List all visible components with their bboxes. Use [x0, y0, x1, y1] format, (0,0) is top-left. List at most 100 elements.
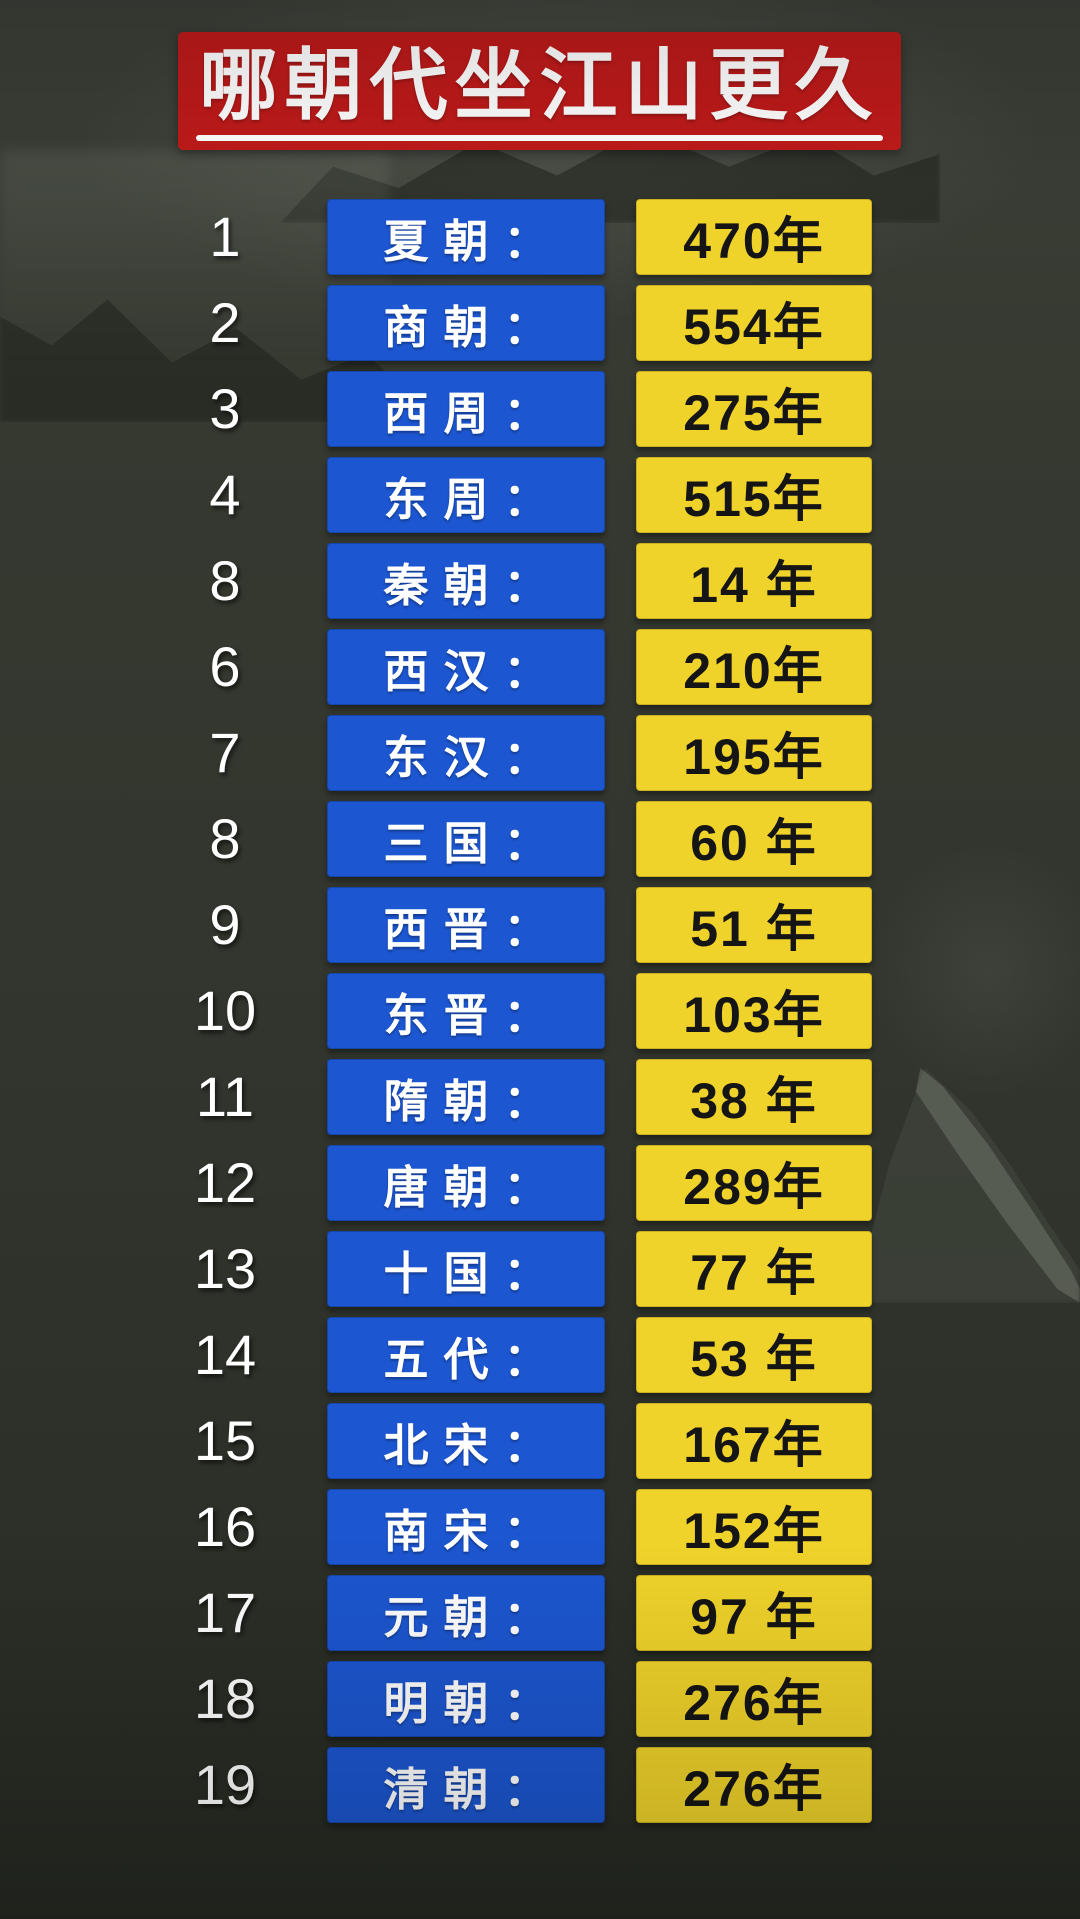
dynasty-label: 隋朝：: [383, 1075, 564, 1127]
rank-number: 9: [209, 893, 241, 956]
rank-number: 7: [209, 721, 241, 784]
page-title: 哪朝代坐江山更久: [199, 41, 880, 129]
table-row: 6 西汉： 210年: [0, 629, 1080, 705]
dynasty-chip: 隋朝：: [327, 1059, 605, 1135]
duration-chip: 276年: [636, 1661, 872, 1737]
dynasty-chip: 唐朝：: [327, 1145, 605, 1221]
duration-chip: 210年: [636, 629, 872, 705]
dynasty-chip: 东晋：: [327, 973, 605, 1049]
rank-number: 10: [193, 979, 257, 1042]
rank-number: 19: [193, 1753, 257, 1816]
table-row: 18 明朝： 276年: [0, 1661, 1080, 1737]
duration-label: 77 年: [690, 1245, 818, 1301]
rank-number: 6: [209, 635, 241, 698]
duration-label: 276年: [683, 1761, 825, 1817]
duration-chip: 554年: [636, 285, 872, 361]
title-banner: 哪朝代坐江山更久: [178, 32, 901, 150]
dynasty-chip: 五代：: [327, 1317, 605, 1393]
duration-label: 97 年: [690, 1589, 818, 1645]
duration-chip: 97 年: [636, 1575, 872, 1651]
duration-label: 276年: [683, 1675, 825, 1731]
duration-label: 51 年: [690, 901, 818, 957]
dynasty-label: 北宋：: [383, 1419, 564, 1471]
duration-chip: 51 年: [636, 887, 872, 963]
rank-number: 8: [209, 549, 241, 612]
table-row: 2 商朝： 554年: [0, 285, 1080, 361]
duration-chip: 60 年: [636, 801, 872, 877]
dynasty-chip: 东周：: [327, 457, 605, 533]
rank-number: 18: [193, 1667, 257, 1730]
rank-number: 8: [209, 807, 241, 870]
table-row: 19 清朝： 276年: [0, 1747, 1080, 1823]
duration-chip: 470年: [636, 199, 872, 275]
dynasty-label: 东汉：: [383, 731, 564, 783]
dynasty-label: 五代：: [383, 1333, 564, 1385]
table-row: 8 秦朝： 14 年: [0, 543, 1080, 619]
table-row: 14 五代： 53 年: [0, 1317, 1080, 1393]
duration-label: 38 年: [690, 1073, 818, 1129]
table-row: 17 元朝： 97 年: [0, 1575, 1080, 1651]
duration-label: 554年: [683, 299, 825, 355]
rank-number: 13: [193, 1237, 257, 1300]
table-row: 10 东晋： 103年: [0, 973, 1080, 1049]
table-row: 9 西晋： 51 年: [0, 887, 1080, 963]
dynasty-label: 明朝：: [383, 1677, 564, 1729]
duration-label: 14 年: [690, 557, 818, 613]
dynasty-chip: 秦朝：: [327, 543, 605, 619]
rank-number: 12: [193, 1151, 257, 1214]
duration-label: 167年: [683, 1417, 825, 1473]
dynasty-label: 三国：: [383, 817, 564, 869]
table-row: 12 唐朝： 289年: [0, 1145, 1080, 1221]
dynasty-label: 东晋：: [383, 989, 564, 1041]
dynasty-chip: 清朝：: [327, 1747, 605, 1823]
dynasty-label: 秦朝：: [383, 559, 564, 611]
table-row: 15 北宋： 167年: [0, 1403, 1080, 1479]
dynasty-label: 元朝：: [383, 1591, 564, 1643]
duration-chip: 38 年: [636, 1059, 872, 1135]
dynasty-label: 西汉：: [383, 645, 564, 697]
dynasty-label: 商朝：: [383, 301, 564, 353]
dynasty-chip: 夏朝：: [327, 199, 605, 275]
dynasty-label: 十国：: [383, 1247, 564, 1299]
duration-chip: 275年: [636, 371, 872, 447]
duration-chip: 195年: [636, 715, 872, 791]
table-row: 7 东汉： 195年: [0, 715, 1080, 791]
background-haze-right: [850, 830, 1080, 1110]
duration-label: 210年: [683, 643, 825, 699]
duration-chip: 289年: [636, 1145, 872, 1221]
rank-number: 11: [195, 1065, 255, 1128]
ranking-list: 1 夏朝： 470年 2 商朝： 554年 3 西周： 275年 4 东周： 5…: [0, 199, 1080, 1834]
dynasty-label: 南宋：: [383, 1505, 564, 1557]
dynasty-chip: 三国：: [327, 801, 605, 877]
duration-label: 195年: [683, 729, 825, 785]
rank-number: 3: [209, 377, 241, 440]
duration-chip: 167年: [636, 1403, 872, 1479]
dynasty-label: 唐朝：: [383, 1161, 564, 1213]
duration-chip: 77 年: [636, 1231, 872, 1307]
duration-chip: 103年: [636, 973, 872, 1049]
duration-chip: 276年: [636, 1747, 872, 1823]
duration-label: 53 年: [690, 1331, 818, 1387]
duration-label: 103年: [683, 987, 825, 1043]
table-row: 3 西周： 275年: [0, 371, 1080, 447]
rank-number: 14: [193, 1323, 257, 1386]
duration-chip: 53 年: [636, 1317, 872, 1393]
title-underline: [196, 135, 883, 141]
dynasty-chip: 西周：: [327, 371, 605, 447]
table-row: 4 东周： 515年: [0, 457, 1080, 533]
rank-number: 15: [193, 1409, 257, 1472]
duration-label: 152年: [683, 1503, 825, 1559]
table-row: 1 夏朝： 470年: [0, 199, 1080, 275]
background-haze-left: [0, 150, 390, 360]
dynasty-chip: 商朝：: [327, 285, 605, 361]
dynasty-chip: 西汉：: [327, 629, 605, 705]
table-row: 16 南宋： 152年: [0, 1489, 1080, 1565]
dynasty-label: 夏朝：: [383, 215, 564, 267]
rank-number: 1: [209, 205, 241, 268]
rank-number: 16: [193, 1495, 257, 1558]
table-row: 13 十国： 77 年: [0, 1231, 1080, 1307]
dynasty-chip: 明朝：: [327, 1661, 605, 1737]
duration-label: 275年: [683, 385, 825, 441]
duration-label: 60 年: [690, 815, 818, 871]
rank-number: 17: [193, 1581, 257, 1644]
